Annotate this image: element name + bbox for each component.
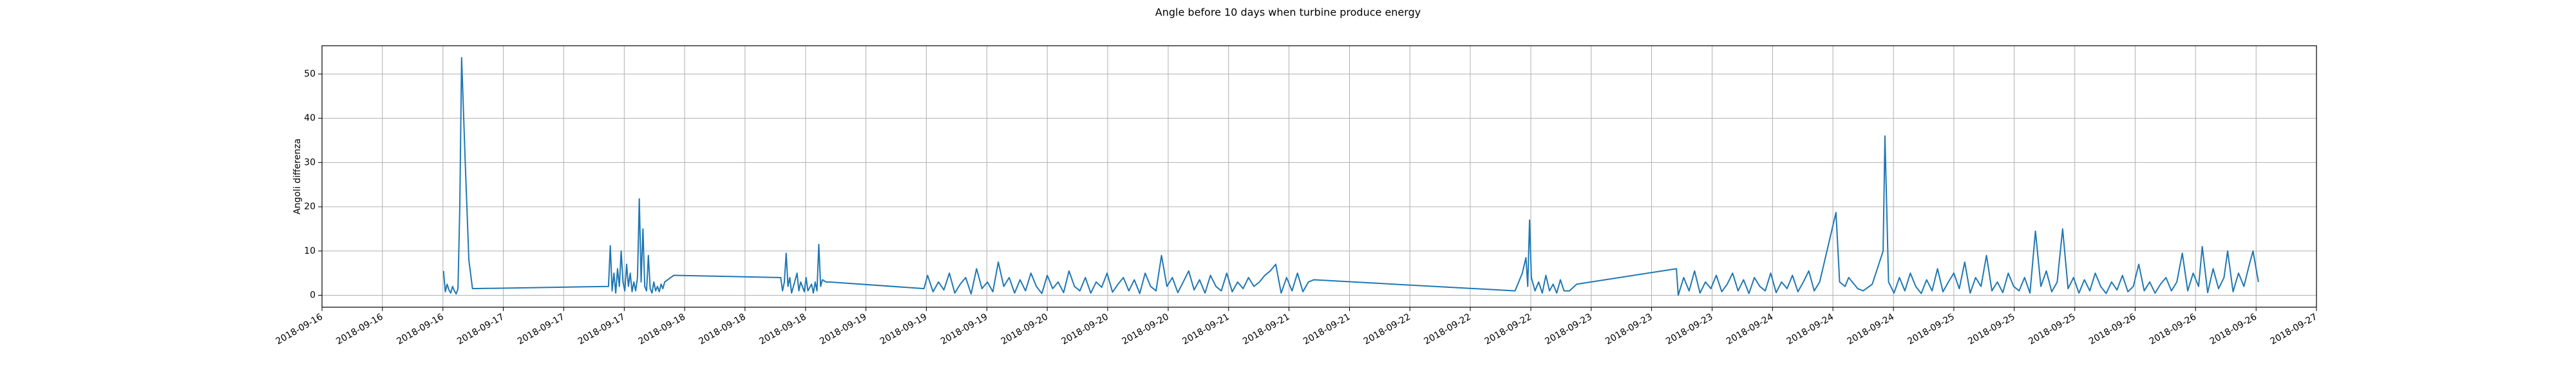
y-tick-label: 30: [304, 157, 316, 167]
chart-title: Angle before 10 days when turbine produc…: [1155, 6, 1421, 19]
y-tick-label: 0: [310, 290, 316, 300]
data-line: [442, 57, 2259, 296]
y-tick-label: 40: [304, 113, 316, 124]
axes-frame: [321, 45, 2317, 308]
y-tick-label: 10: [304, 246, 316, 256]
y-tick-label: 20: [304, 202, 316, 212]
y-axis-label: Angoli differenza: [292, 138, 303, 214]
y-tick-label: 50: [304, 69, 316, 79]
